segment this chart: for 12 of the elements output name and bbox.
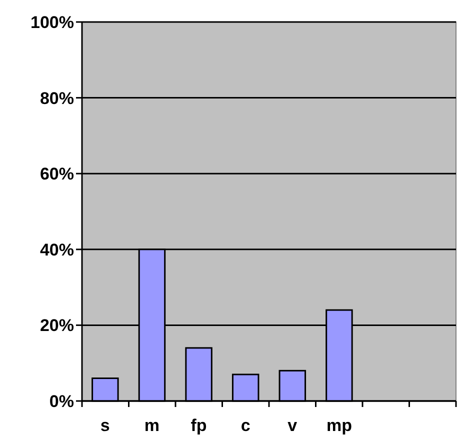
x-tick-label: fp	[190, 416, 207, 435]
x-tick-label: c	[240, 416, 250, 435]
y-tick-label: 100%	[30, 12, 74, 32]
y-tick-label: 20%	[40, 316, 74, 336]
x-tick-label: s	[100, 416, 110, 435]
x-tick-label: mp	[326, 416, 352, 435]
x-tick-label: v	[288, 416, 298, 435]
y-tick-label: 60%	[40, 164, 74, 184]
y-tick-label: 80%	[40, 88, 74, 108]
y-tick-label: 0%	[49, 392, 74, 411]
x-tick-label: m	[144, 416, 160, 435]
y-tick-label: 40%	[40, 240, 74, 260]
